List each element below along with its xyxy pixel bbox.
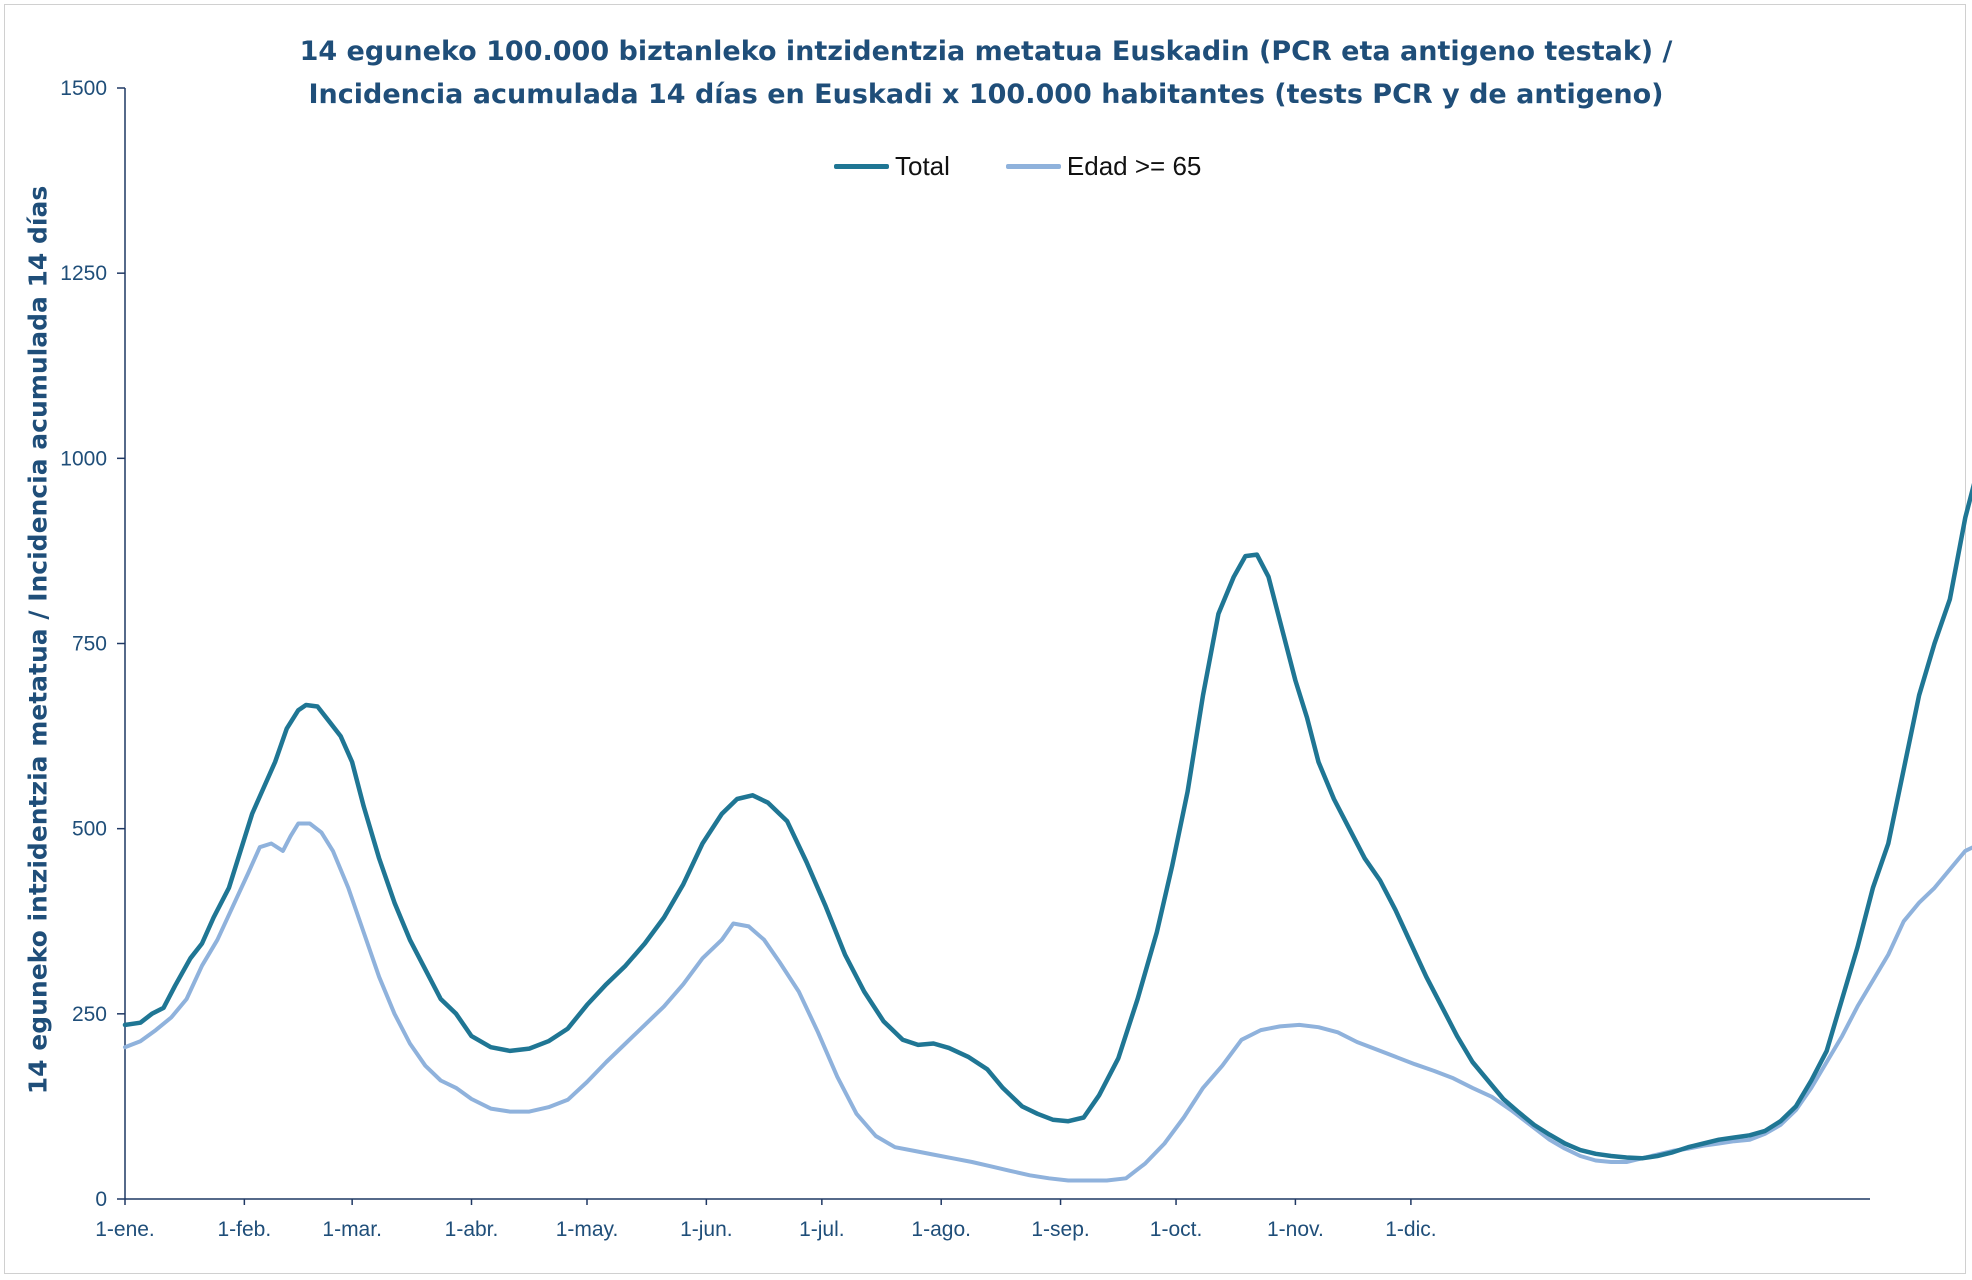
y-tick-label: 1000 [60, 447, 107, 470]
x-tick-label: 1-sep. [1031, 1218, 1089, 1241]
legend: Total Edad >= 65 [834, 151, 1257, 182]
y-tick-label: 250 [72, 1003, 107, 1026]
x-tick-label: 1-nov. [1267, 1218, 1324, 1241]
legend-label-total: Total [895, 151, 950, 181]
legend-label-edad-65: Edad >= 65 [1066, 151, 1202, 181]
series-line-total [122, 482, 1972, 1161]
y-tick-label: 0 [95, 1188, 107, 1211]
x-tick-label: 1-dic. [1385, 1218, 1436, 1241]
x-tick-label: 1-oct. [1150, 1218, 1203, 1241]
series-layer [122, 482, 1972, 1183]
legend-item-total: Total [834, 151, 950, 182]
legend-swatch-edad-65 [1005, 164, 1061, 169]
chart-title-line-2: Incidencia acumulada 14 días en Euskadi … [308, 79, 1664, 110]
y-tick-label: 500 [72, 818, 107, 841]
chart-title-line-1: 14 eguneko 100.000 biztanleko intzidentz… [299, 36, 1673, 67]
legend-swatch-total [834, 164, 889, 169]
x-tick-label: 1-may. [556, 1218, 619, 1241]
y-tick-label: 1500 [60, 77, 107, 100]
chart-title: 14 eguneko 100.000 biztanleko intzidentz… [0, 30, 1972, 116]
x-tick-label: 1-jul. [799, 1218, 845, 1241]
series-line-edad-65 [123, 821, 1972, 1183]
y-tick-label: 750 [72, 633, 107, 656]
x-tick-label: 1-ene. [95, 1218, 155, 1241]
chart-frame [4, 4, 1966, 1274]
x-tick-label: 1-jun. [680, 1218, 733, 1241]
x-axis-ticks: 1-ene. 1-feb. 1-mar. 1-abr. 1-may. 1-jun. 1-ju… [95, 1199, 1437, 1241]
x-tick-label: 1-mar. [322, 1218, 382, 1241]
x-tick-label: 1-ago. [911, 1218, 971, 1241]
legend-item-edad-65: Edad >= 65 [1005, 151, 1202, 182]
x-tick-label: 1-feb. [217, 1218, 271, 1241]
y-tick-label: 1250 [60, 262, 107, 285]
x-tick-label: 1-abr. [445, 1218, 499, 1241]
y-axis-ticks: 0 250 500 750 1000 1250 1500 [60, 77, 125, 1211]
